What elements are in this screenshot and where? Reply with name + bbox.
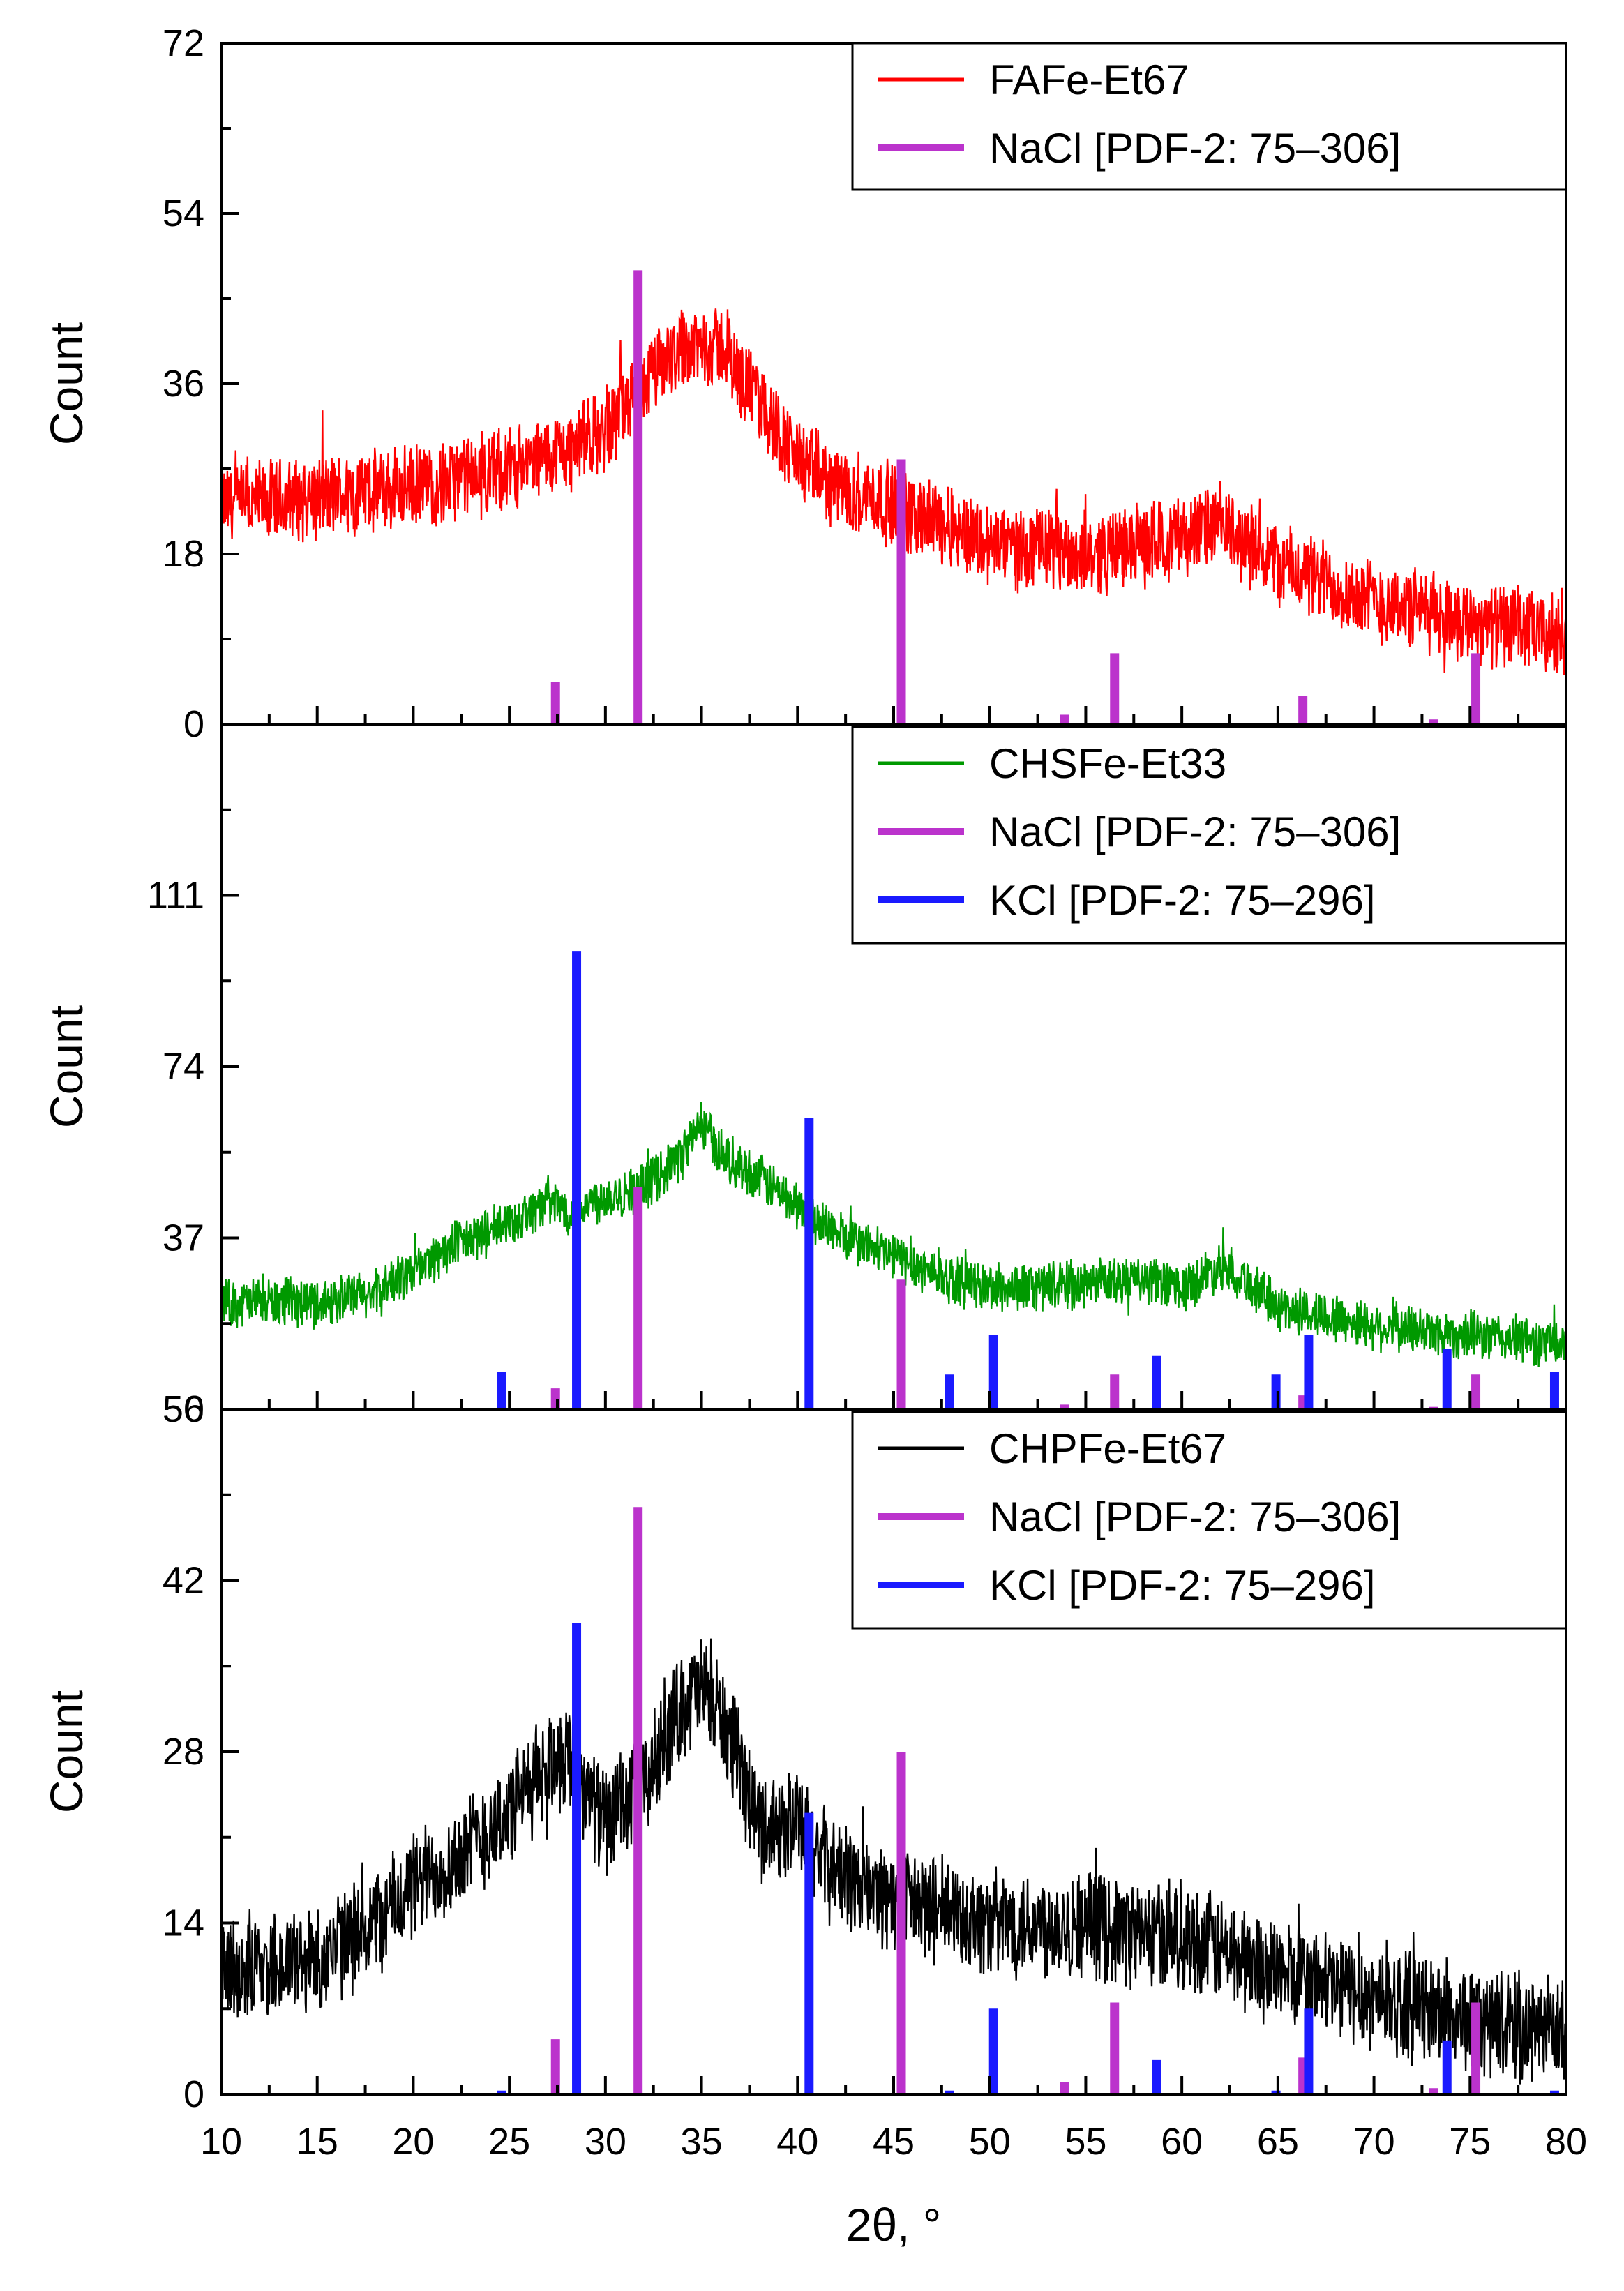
y-tick-label: 42 <box>163 1560 204 1602</box>
x-tick-label: 40 <box>776 2121 818 2163</box>
x-tick-label: 10 <box>200 2121 242 2163</box>
legend-label: CHSFe-Et33 <box>989 740 1226 787</box>
y-tick-label: 111 <box>147 875 204 917</box>
x-tick-label: 60 <box>1161 2121 1203 2163</box>
legend-box <box>851 726 1567 945</box>
panel-2: 0 37 74 111 Count CHSFe-Et33 NaCl [PDF-2: 75–3… <box>40 723 1567 1430</box>
y-tick-label: 36 <box>163 363 204 405</box>
x-tick-label: 15 <box>296 2121 338 2163</box>
legend-label: KCl [PDF-2: 75–296] <box>989 1562 1376 1609</box>
legend-label: KCl [PDF-2: 75–296] <box>989 877 1376 924</box>
legend-box <box>851 42 1567 191</box>
y-tick-label: 14 <box>163 1902 204 1944</box>
y-axis-title: Count <box>40 1005 92 1128</box>
y-axis-title: Count <box>40 322 92 445</box>
y-tick-label: 72 <box>163 22 204 64</box>
panel-3: 0 14 28 42 56 Count CHPFe-Et67 NaCl [PDF-2: 75–… <box>40 1388 1567 2115</box>
x-tick-label: 25 <box>488 2121 530 2163</box>
y-tick-label: 0 <box>183 1388 204 1430</box>
x-tick-label: 45 <box>873 2121 915 2163</box>
y-tick-label: 0 <box>183 2073 204 2115</box>
legend-label: NaCl [PDF-2: 75–306] <box>989 1494 1401 1540</box>
legend-label: FAFe-Et67 <box>989 57 1189 103</box>
y-tick-label: 0 <box>183 703 204 745</box>
x-tick-label: 65 <box>1257 2121 1299 2163</box>
legend-label: CHPFe-Et67 <box>989 1425 1226 1472</box>
series-line-2-1 <box>221 1102 1566 1367</box>
legend-1: FAFe-Et67 NaCl [PDF-2: 75–306] <box>851 42 1567 191</box>
series-line-3-1 <box>221 1638 1566 2085</box>
x-tick-label: 20 <box>392 2121 434 2163</box>
x-tick-label: 70 <box>1353 2121 1395 2163</box>
y-tick-label: 56 <box>163 1388 204 1430</box>
legend-2: CHSFe-Et33 NaCl [PDF-2: 75–306] KCl [PDF-2… <box>851 726 1567 945</box>
y-axis-title: Count <box>40 1690 92 1813</box>
x-tick-label: 75 <box>1449 2121 1491 2163</box>
x-tick-label: 80 <box>1545 2121 1587 2163</box>
series-line-1-1 <box>221 308 1566 677</box>
legend-box <box>851 1411 1567 1630</box>
x-tick-label: 50 <box>969 2121 1011 2163</box>
y-tick-label: 54 <box>163 193 204 234</box>
legend-label: NaCl [PDF-2: 75–306] <box>989 809 1401 855</box>
x-tick-label: 30 <box>585 2121 626 2163</box>
y-tick-label: 18 <box>163 533 204 575</box>
x-tick-label: 35 <box>681 2121 723 2163</box>
y-tick-label: 74 <box>163 1046 204 1088</box>
legend-3: CHPFe-Et67 NaCl [PDF-2: 75–306] KCl [PDF-2… <box>851 1411 1567 1630</box>
legend-label: NaCl [PDF-2: 75–306] <box>989 125 1401 172</box>
y-tick-label: 28 <box>163 1731 204 1773</box>
x-tick-label: 55 <box>1065 2121 1106 2163</box>
x-axis-title: 2θ, ° <box>846 2199 941 2251</box>
y-tick-label: 37 <box>163 1217 204 1259</box>
panel-1: 0 18 36 54 72 Count FAFe-Et67 NaCl [PDF-2: 75–3… <box>40 22 1567 745</box>
